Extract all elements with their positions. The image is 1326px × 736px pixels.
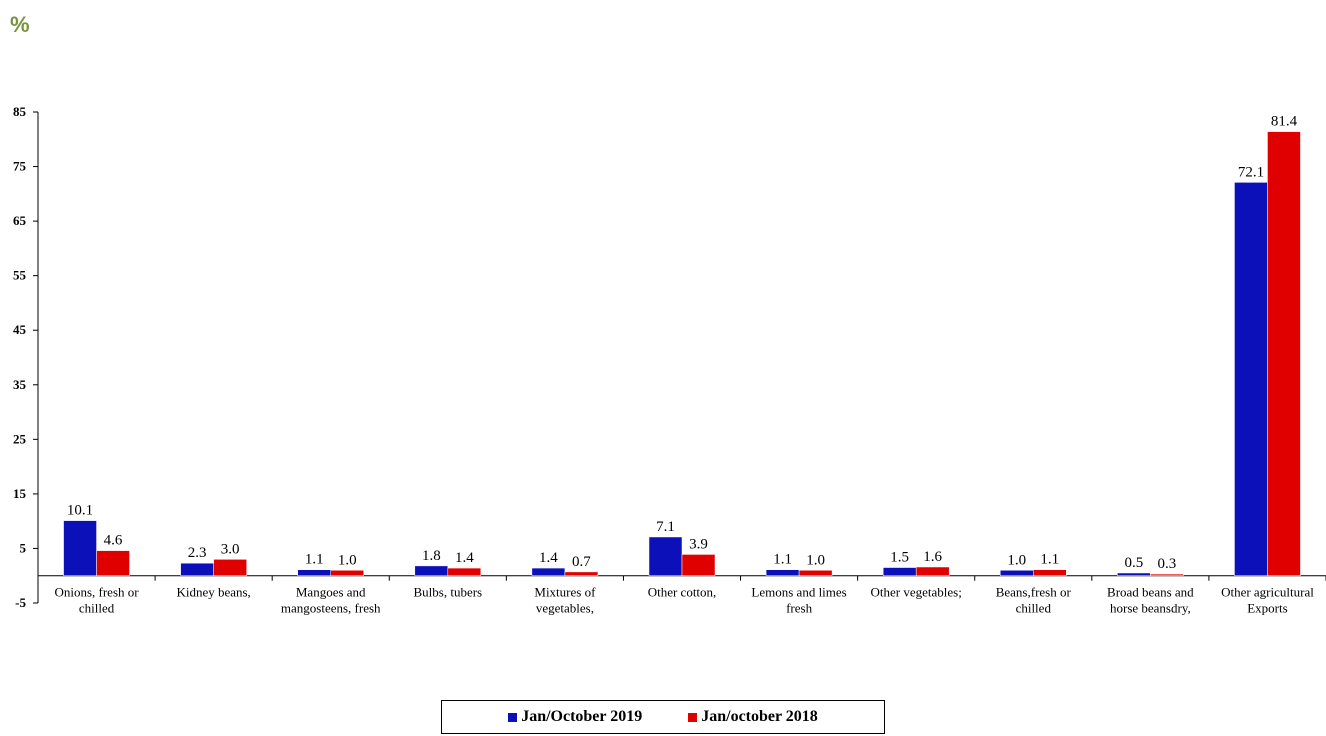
legend-swatch-series-1 [508,712,518,722]
data-label-series-1: 2.3 [188,545,207,561]
y-tick-label: 85 [13,104,27,119]
bar-series-2 [96,550,130,576]
y-tick-label: 15 [13,486,27,501]
bar-series-2 [564,571,599,576]
x-category-label: Lemons and limes fresh [751,585,846,616]
bar-series-2 [798,570,833,576]
x-category-label: Beans,fresh or chilled [996,585,1072,616]
data-label-series-1: 1.1 [773,552,792,568]
bar-series-2 [915,566,950,576]
y-tick-label: 25 [13,431,27,446]
data-label-series-1: 1.0 [1007,552,1026,568]
bar-series-1 [531,567,566,576]
legend-swatch-series-2 [688,712,698,722]
y-tick-label: 75 [13,159,27,174]
x-category-label: Other cotton, [648,585,717,600]
legend-label-series-1: Jan/October 2019 [521,708,643,725]
legend-item-series-2: Jan/october 2018 [688,708,818,726]
legend-item-series-1: Jan/October 2019 [508,708,642,726]
bar-series-2 [1033,569,1067,576]
bar-series-1 [180,562,214,576]
bar-series-1 [1000,570,1034,576]
data-label-series-2: 3.9 [689,536,708,552]
x-category-label: Kidney beans, [176,585,250,600]
bar-series-1 [648,536,683,576]
bar-series-1 [1117,572,1151,576]
bar-series-2 [1267,131,1301,576]
data-label-series-2: 1.0 [338,552,357,568]
x-category-label: Broad beans and horse beansdry, [1107,585,1194,616]
data-label-series-1: 1.4 [539,550,558,566]
unit-label: % [10,12,30,37]
bar-series-1 [1234,182,1268,576]
data-label-series-2: 81.4 [1271,114,1298,130]
x-category-label: Bulbs, tubers [414,585,483,600]
x-category-label: Other agricultural Exports [1221,585,1314,616]
y-tick-label: 45 [13,322,27,337]
data-label-series-2: 1.4 [455,550,474,566]
y-tick-label: 55 [13,268,27,283]
data-label-series-2: 0.7 [572,554,591,570]
y-tick-label: 65 [13,213,27,228]
bar-series-2 [1150,573,1184,576]
legend: Jan/October 2019 Jan/october 2018 [441,700,885,734]
data-label-series-1: 1.5 [890,550,909,566]
y-tick-label: 5 [20,540,27,555]
data-label-series-1: 1.8 [422,548,441,564]
bar-series-1 [63,520,97,576]
data-label-series-1: 72.1 [1238,164,1264,180]
bar-series-2 [447,567,482,576]
data-label-series-2: 1.6 [923,549,942,565]
data-label-series-1: 10.1 [67,503,93,519]
data-label-series-2: 4.6 [104,533,123,549]
bar-series-2 [213,559,247,576]
data-label-series-1: 1.1 [305,552,324,568]
x-category-label: Other vegetables; [871,585,962,600]
data-label-series-1: 7.1 [656,519,675,535]
x-category-label: Mixtures of vegetables, [534,585,596,616]
bar-series-1 [297,569,331,576]
x-category-label: Onions, fresh or chilled [54,585,139,616]
data-label-series-2: 1.0 [806,552,825,568]
bar-chart: 85 75 65 55 45 35 25 15 5 -5 10.1 4.6 Onions, fresh … [13,104,1326,616]
bar-series-1 [414,565,449,576]
data-label-series-1: 0.5 [1124,555,1143,571]
y-tick-label: -5 [15,595,26,610]
data-label-series-2: 3.0 [221,541,240,557]
x-category-label: Mangoes and mangosteens, fresh [281,585,381,616]
bar-series-2 [681,554,716,576]
legend-label-series-2: Jan/october 2018 [701,708,818,725]
data-label-series-2: 0.3 [1157,556,1176,572]
y-tick-label: 35 [13,377,27,392]
bar-series-1 [765,569,800,576]
data-label-series-2: 1.1 [1040,552,1059,568]
bar-series-2 [330,570,364,576]
bar-series-1 [882,567,917,576]
